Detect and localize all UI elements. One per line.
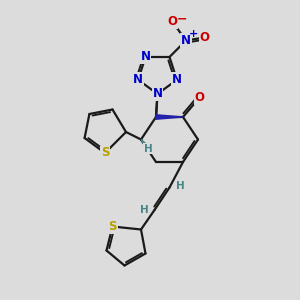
Text: O: O [167, 15, 178, 28]
Text: N: N [133, 73, 143, 86]
Text: N: N [172, 73, 182, 86]
Polygon shape [141, 140, 150, 150]
Text: N: N [152, 87, 163, 101]
Polygon shape [156, 115, 183, 119]
Text: S: S [108, 220, 117, 233]
Text: S: S [101, 146, 109, 160]
Text: H: H [144, 143, 153, 154]
Text: N: N [181, 34, 191, 47]
Text: O: O [194, 91, 205, 104]
Text: N: N [140, 50, 151, 64]
Text: O: O [200, 31, 210, 44]
Text: H: H [140, 205, 148, 215]
Text: N: N [152, 87, 163, 101]
Text: +: + [189, 29, 198, 39]
Text: −: − [177, 13, 187, 26]
Text: H: H [176, 181, 184, 191]
